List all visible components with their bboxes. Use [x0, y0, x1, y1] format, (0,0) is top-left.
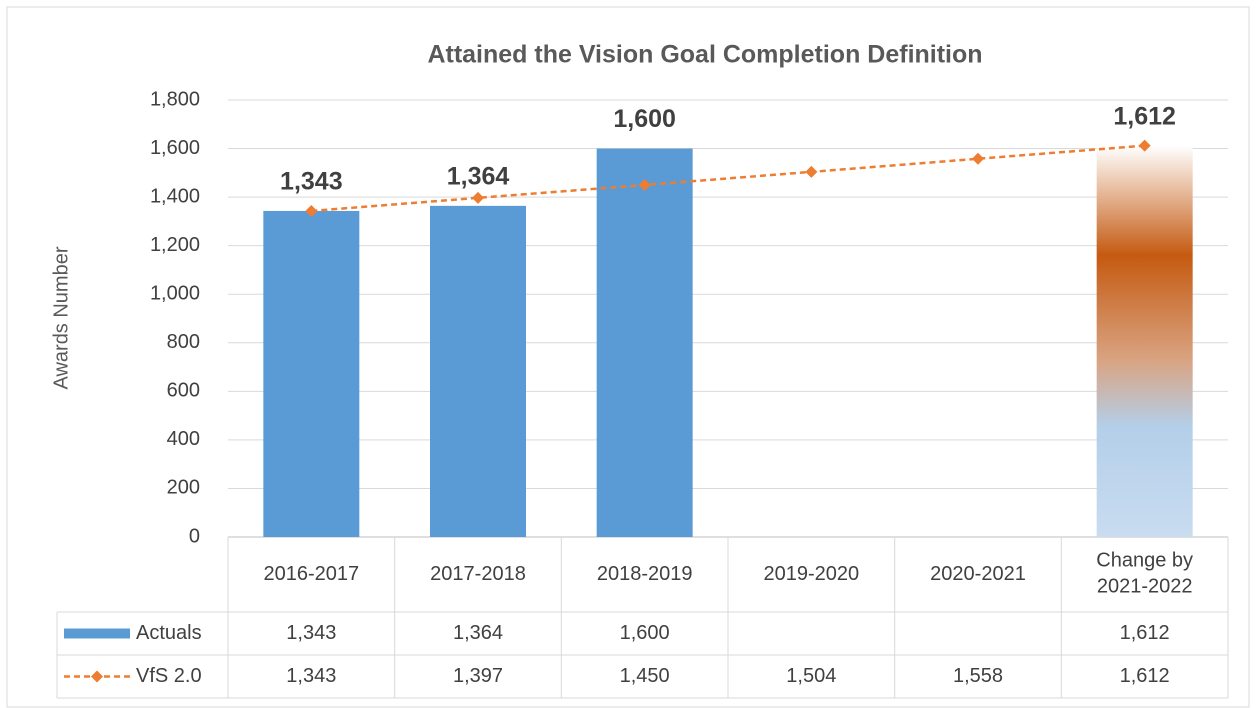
chart-title: Attained the Vision Goal Completion Defi… — [427, 41, 982, 69]
x-tick-label: 2019-2020 — [764, 563, 860, 585]
legend-swatch — [64, 628, 130, 639]
y-tick-label: 1,400 — [150, 185, 200, 207]
bar — [596, 148, 693, 538]
bar — [430, 205, 526, 537]
x-tick-label: 2018-2019 — [597, 563, 693, 585]
x-tick-label-line: 2021-2022 — [1097, 576, 1193, 598]
marker — [472, 191, 484, 204]
y-tick-label: 1,800 — [150, 88, 200, 110]
y-tick-label: 600 — [167, 380, 200, 402]
marker — [972, 152, 984, 165]
table-cell: 1,600 — [620, 622, 670, 644]
table-cell: 1,612 — [1120, 622, 1170, 644]
data-label: 1,612 — [1113, 102, 1176, 130]
marker — [305, 204, 318, 217]
data-label: 1,343 — [280, 168, 343, 196]
y-axis-label: Awards Number — [50, 246, 72, 389]
x-tick-label-line: Change by — [1096, 550, 1193, 572]
table-cell: 1,364 — [453, 622, 503, 644]
bar — [263, 210, 360, 537]
x-tick-label: Change by 2021-2022 — [1096, 550, 1193, 598]
table-cell: 1,612 — [1120, 665, 1170, 687]
y-tick-label: 800 — [167, 331, 200, 353]
y-tick-label: 1,600 — [150, 137, 200, 159]
legend-marker — [91, 670, 103, 683]
data-label: 1,600 — [613, 105, 676, 133]
line — [311, 144, 1145, 213]
marker — [638, 178, 651, 191]
table-cell: 1,343 — [286, 665, 336, 687]
marker — [805, 165, 818, 178]
table-cell: 1,504 — [786, 665, 836, 687]
y-tick-label: 1,000 — [150, 283, 200, 305]
marker — [1138, 139, 1151, 152]
chart-border — [6, 6, 1250, 708]
y-tick-label: 1,200 — [150, 234, 200, 256]
y-tick-label: 400 — [167, 428, 200, 450]
y-tick-label: 0 — [189, 525, 200, 547]
data-label: 1,364 — [447, 162, 510, 190]
legend-label: Actuals — [136, 622, 202, 644]
x-tick-label: 2016-2017 — [264, 563, 360, 585]
table-cell: 1,343 — [286, 622, 336, 644]
x-tick-label: 2020-2021 — [930, 563, 1026, 585]
y-tick-label: 200 — [167, 477, 200, 499]
table-cell: 1,558 — [953, 665, 1003, 687]
table-cell: 1,450 — [620, 665, 670, 687]
bar — [1096, 145, 1193, 538]
legend-label: VfS 2.0 — [136, 665, 202, 687]
x-tick-label: 2017-2018 — [430, 563, 526, 585]
table-cell: 1,397 — [453, 665, 503, 687]
